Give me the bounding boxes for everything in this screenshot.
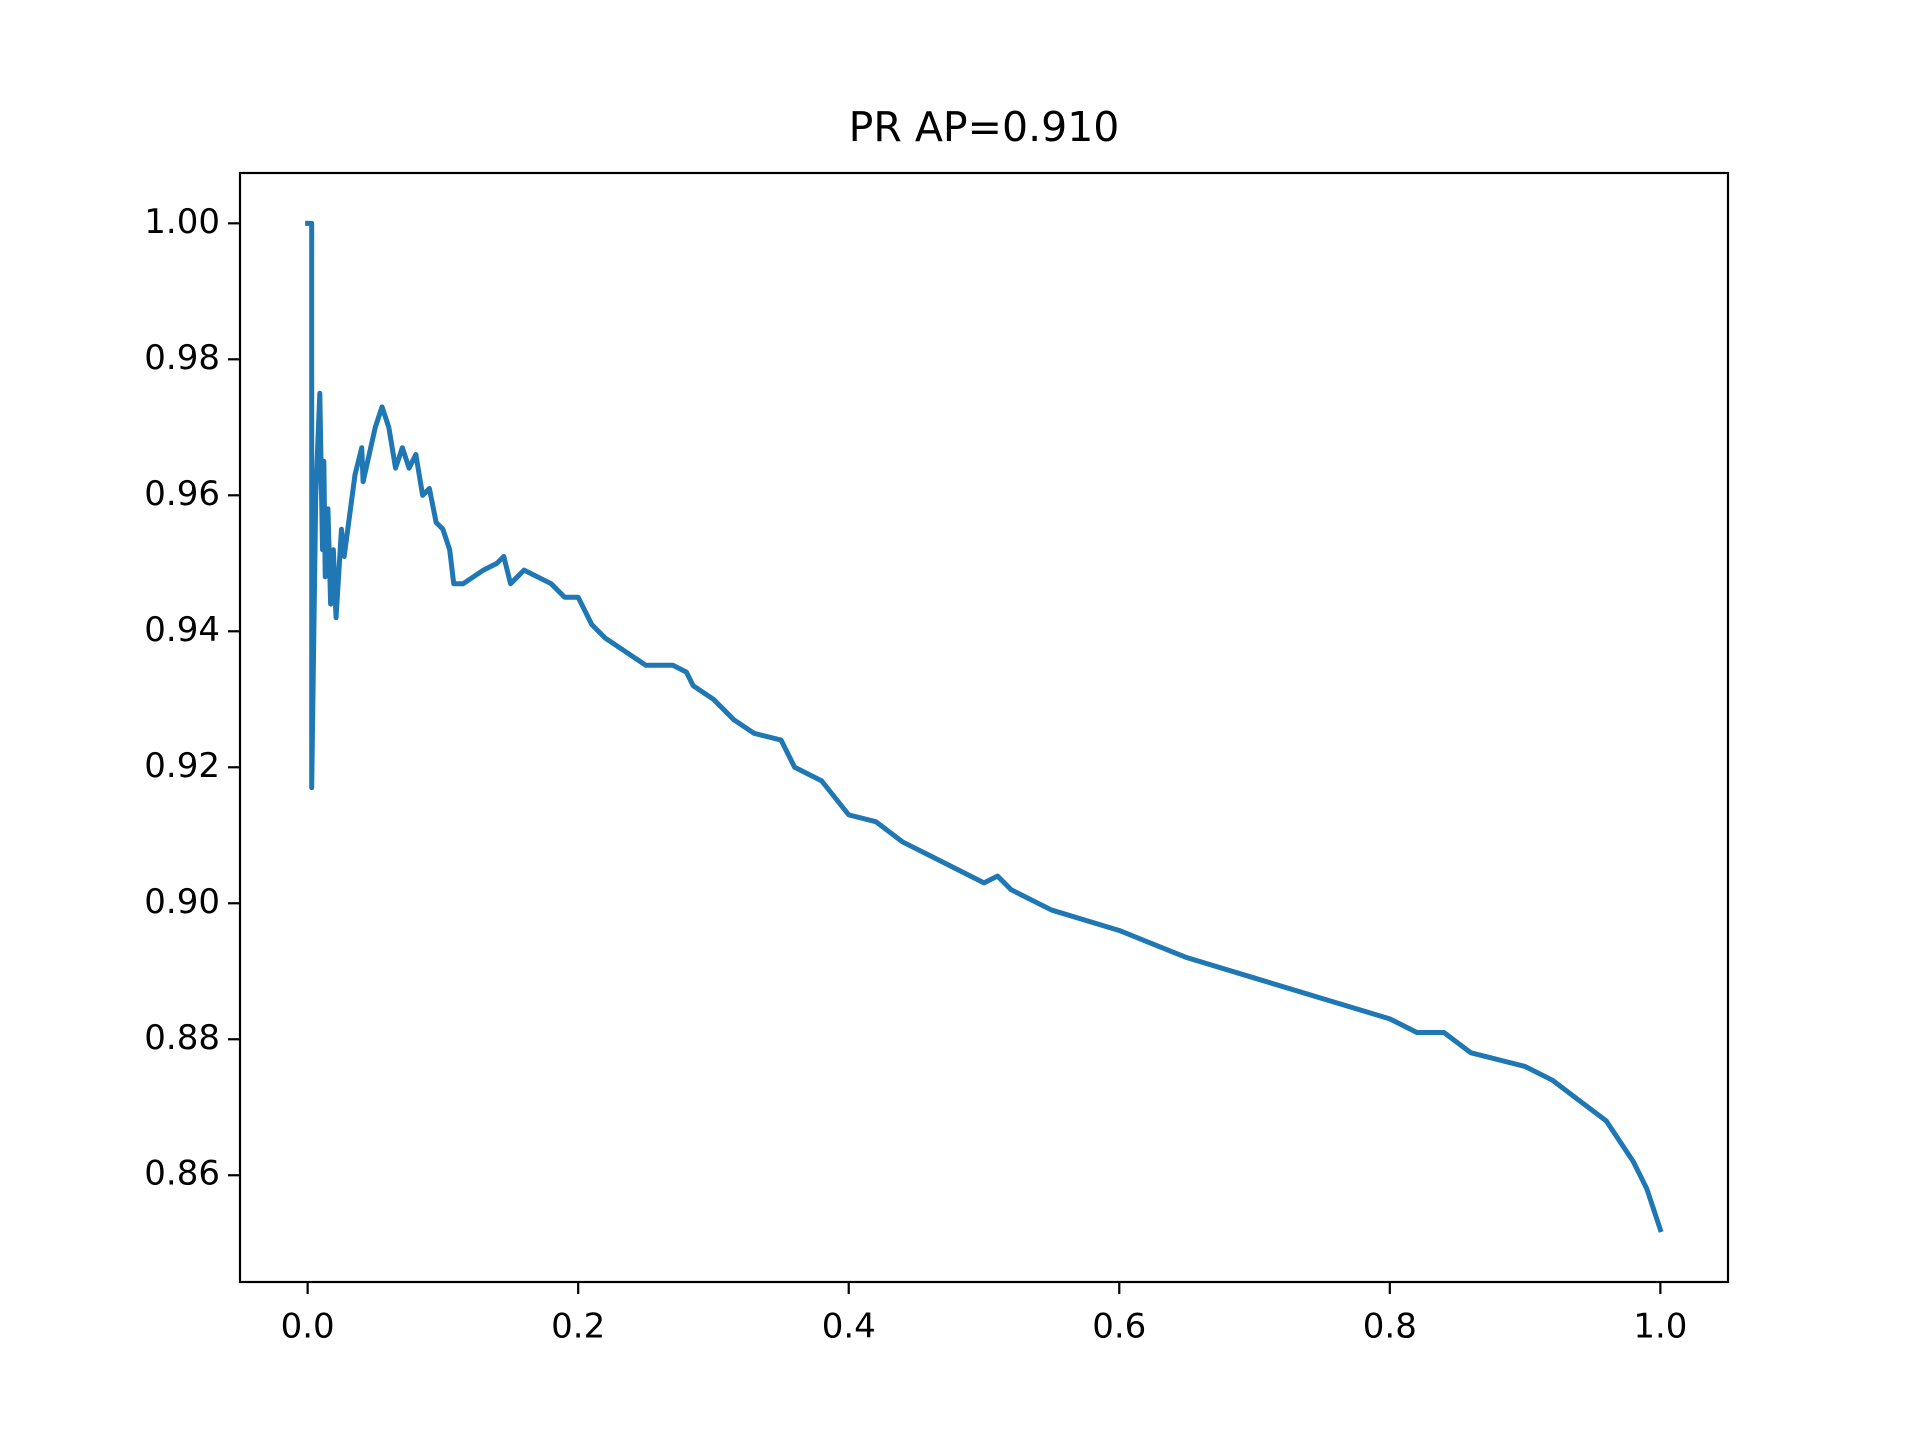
y-tick-label: 0.88 [144,1018,220,1058]
x-tick-label: 1.0 [1633,1307,1687,1347]
line [305,220,1664,1233]
x-tick-label: 0.6 [1092,1307,1146,1347]
x-tick-label: 0.2 [551,1307,605,1347]
y-tick-label: 0.94 [144,610,220,650]
x-tick-label: 0.0 [281,1307,335,1347]
x-tick-label: 0.4 [822,1307,876,1347]
y-tick-label: 0.90 [144,882,220,922]
y-tick-label: 0.96 [144,474,220,514]
y-tick-label: 0.98 [144,338,220,378]
y-tick-label: 0.92 [144,746,220,786]
axes-frame [238,171,1730,1284]
x-tick-label: 0.8 [1363,1307,1417,1347]
y-tick-label: 0.86 [144,1154,220,1194]
chart-title: PR AP=0.910 [849,103,1120,151]
y-tick-label: 1.00 [144,202,220,242]
